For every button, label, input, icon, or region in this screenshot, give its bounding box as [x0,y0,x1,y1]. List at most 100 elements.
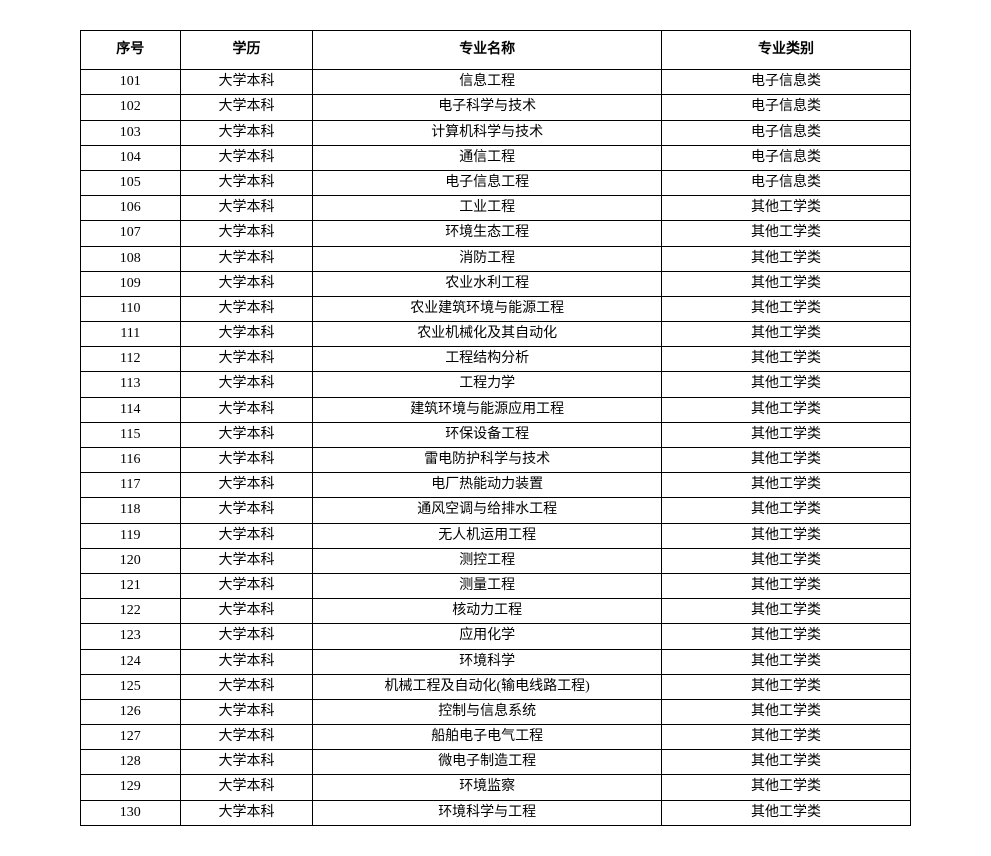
table-row: 109大学本科农业水利工程其他工学类 [81,271,911,296]
table-cell: 环境监察 [313,775,662,800]
table-row: 117大学本科电厂热能动力装置其他工学类 [81,473,911,498]
table-cell: 其他工学类 [661,221,910,246]
table-cell: 113 [81,372,181,397]
table-cell: 测量工程 [313,573,662,598]
table-cell: 大学本科 [180,70,313,95]
table-cell: 电子科学与技术 [313,95,662,120]
table-cell: 农业建筑环境与能源工程 [313,296,662,321]
table-cell: 大学本科 [180,624,313,649]
table-header-row: 序号 学历 专业名称 专业类别 [81,31,911,70]
table-row: 107大学本科环境生态工程其他工学类 [81,221,911,246]
table-cell: 电子信息类 [661,95,910,120]
table-cell: 125 [81,674,181,699]
table-cell: 109 [81,271,181,296]
table-cell: 工程力学 [313,372,662,397]
table-cell: 工程结构分析 [313,347,662,372]
table-cell: 124 [81,649,181,674]
table-cell: 130 [81,800,181,825]
table-cell: 其他工学类 [661,196,910,221]
table-cell: 其他工学类 [661,347,910,372]
table-cell: 其他工学类 [661,448,910,473]
table-cell: 大学本科 [180,725,313,750]
table-cell: 电厂热能动力装置 [313,473,662,498]
table-cell: 消防工程 [313,246,662,271]
table-cell: 船舶电子电气工程 [313,725,662,750]
table-cell: 大学本科 [180,498,313,523]
table-cell: 117 [81,473,181,498]
table-cell: 其他工学类 [661,296,910,321]
table-row: 105大学本科电子信息工程电子信息类 [81,170,911,195]
table-cell: 其他工学类 [661,422,910,447]
table-cell: 核动力工程 [313,599,662,624]
table-cell: 122 [81,599,181,624]
table-cell: 其他工学类 [661,548,910,573]
table-cell: 大学本科 [180,775,313,800]
table-cell: 其他工学类 [661,775,910,800]
table-row: 108大学本科消防工程其他工学类 [81,246,911,271]
table-row: 130大学本科环境科学与工程其他工学类 [81,800,911,825]
table-cell: 118 [81,498,181,523]
majors-table: 序号 学历 专业名称 专业类别 101大学本科信息工程电子信息类102大学本科电… [80,30,911,826]
table-cell: 工业工程 [313,196,662,221]
table-cell: 测控工程 [313,548,662,573]
table-cell: 环境生态工程 [313,221,662,246]
table-cell: 大学本科 [180,221,313,246]
table-cell: 大学本科 [180,170,313,195]
table-cell: 126 [81,699,181,724]
table-cell: 建筑环境与能源应用工程 [313,397,662,422]
table-cell: 其他工学类 [661,322,910,347]
table-row: 122大学本科核动力工程其他工学类 [81,599,911,624]
table-cell: 电子信息类 [661,120,910,145]
table-cell: 大学本科 [180,246,313,271]
table-row: 124大学本科环境科学其他工学类 [81,649,911,674]
table-cell: 环境科学与工程 [313,800,662,825]
table-cell: 其他工学类 [661,624,910,649]
table-cell: 其他工学类 [661,750,910,775]
table-cell: 环保设备工程 [313,422,662,447]
table-cell: 大学本科 [180,448,313,473]
table-cell: 大学本科 [180,120,313,145]
table-cell: 大学本科 [180,800,313,825]
table-cell: 大学本科 [180,145,313,170]
table-cell: 农业水利工程 [313,271,662,296]
table-cell: 127 [81,725,181,750]
table-row: 119大学本科无人机运用工程其他工学类 [81,523,911,548]
table-row: 118大学本科通风空调与给排水工程其他工学类 [81,498,911,523]
table-cell: 应用化学 [313,624,662,649]
table-cell: 计算机科学与技术 [313,120,662,145]
table-cell: 121 [81,573,181,598]
table-cell: 其他工学类 [661,473,910,498]
table-cell: 电子信息类 [661,170,910,195]
table-cell: 电子信息工程 [313,170,662,195]
table-cell: 大学本科 [180,372,313,397]
table-cell: 103 [81,120,181,145]
table-row: 123大学本科应用化学其他工学类 [81,624,911,649]
table-cell: 农业机械化及其自动化 [313,322,662,347]
table-cell: 电子信息类 [661,145,910,170]
col-header-category: 专业类别 [661,31,910,70]
table-cell: 大学本科 [180,422,313,447]
table-row: 111大学本科农业机械化及其自动化其他工学类 [81,322,911,347]
table-cell: 大学本科 [180,674,313,699]
table-cell: 电子信息类 [661,70,910,95]
table-cell: 大学本科 [180,573,313,598]
col-header-index: 序号 [81,31,181,70]
table-row: 103大学本科计算机科学与技术电子信息类 [81,120,911,145]
table-cell: 116 [81,448,181,473]
table-cell: 123 [81,624,181,649]
table-cell: 其他工学类 [661,674,910,699]
table-cell: 其他工学类 [661,649,910,674]
table-cell: 大学本科 [180,397,313,422]
table-cell: 雷电防护科学与技术 [313,448,662,473]
table-cell: 其他工学类 [661,699,910,724]
table-cell: 通信工程 [313,145,662,170]
table-cell: 101 [81,70,181,95]
table-cell: 信息工程 [313,70,662,95]
table-row: 113大学本科工程力学其他工学类 [81,372,911,397]
table-row: 127大学本科船舶电子电气工程其他工学类 [81,725,911,750]
table-row: 106大学本科工业工程其他工学类 [81,196,911,221]
table-cell: 环境科学 [313,649,662,674]
table-cell: 大学本科 [180,95,313,120]
table-cell: 大学本科 [180,196,313,221]
table-cell: 其他工学类 [661,498,910,523]
